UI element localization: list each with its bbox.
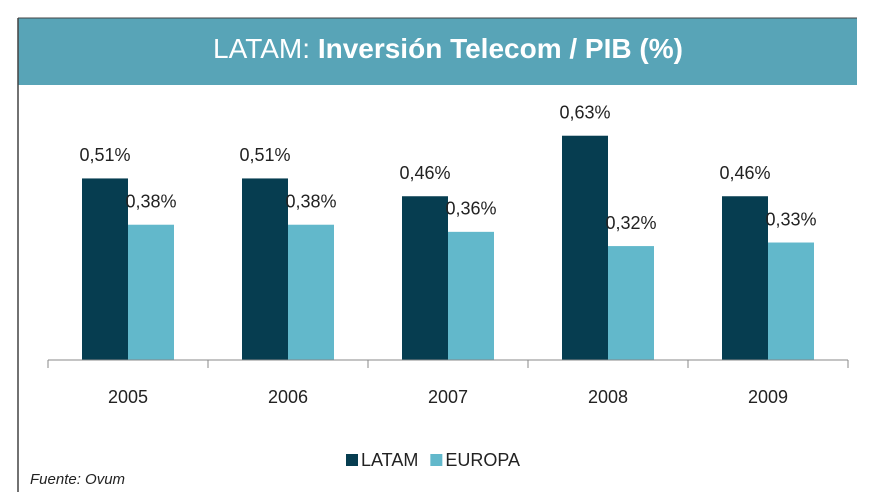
title-main: Inversión Telecom / PIB (%) xyxy=(318,33,683,64)
title-region: LATAM: xyxy=(213,33,310,64)
legend-swatch xyxy=(346,454,358,466)
data-label: 0,63% xyxy=(559,102,610,122)
x-tick-label: 2005 xyxy=(108,387,148,407)
legend-label: LATAM xyxy=(361,450,418,470)
x-tick-label: 2008 xyxy=(588,387,628,407)
source: Fuente: Ovum xyxy=(30,471,125,488)
header xyxy=(18,18,857,85)
bar xyxy=(448,231,494,360)
data-label: 0,38% xyxy=(285,191,336,211)
legend-swatch xyxy=(430,454,443,466)
bar xyxy=(562,135,608,360)
data-label: 0,46% xyxy=(399,163,450,183)
bar xyxy=(242,178,288,360)
bar xyxy=(128,224,174,360)
bar xyxy=(288,224,334,360)
x-tick-label: 2007 xyxy=(428,387,468,407)
bar xyxy=(608,246,654,360)
bar xyxy=(722,196,768,360)
chart-title: LATAM: Inversión Telecom / PIB (%) xyxy=(213,33,683,64)
data-label: 0,46% xyxy=(719,163,770,183)
data-label: 0,51% xyxy=(239,145,290,165)
bar xyxy=(82,178,128,360)
data-label: 0,38% xyxy=(125,191,176,211)
x-tick-label: 2006 xyxy=(268,387,308,407)
data-label: 0,33% xyxy=(765,209,816,229)
data-label: 0,51% xyxy=(79,145,130,165)
data-label: 0,36% xyxy=(445,199,496,219)
x-tick-label: 2009 xyxy=(748,387,788,407)
data-label: 0,32% xyxy=(605,213,656,233)
bar xyxy=(768,242,814,360)
legend-label: EUROPA xyxy=(445,450,520,470)
bar xyxy=(402,196,448,360)
